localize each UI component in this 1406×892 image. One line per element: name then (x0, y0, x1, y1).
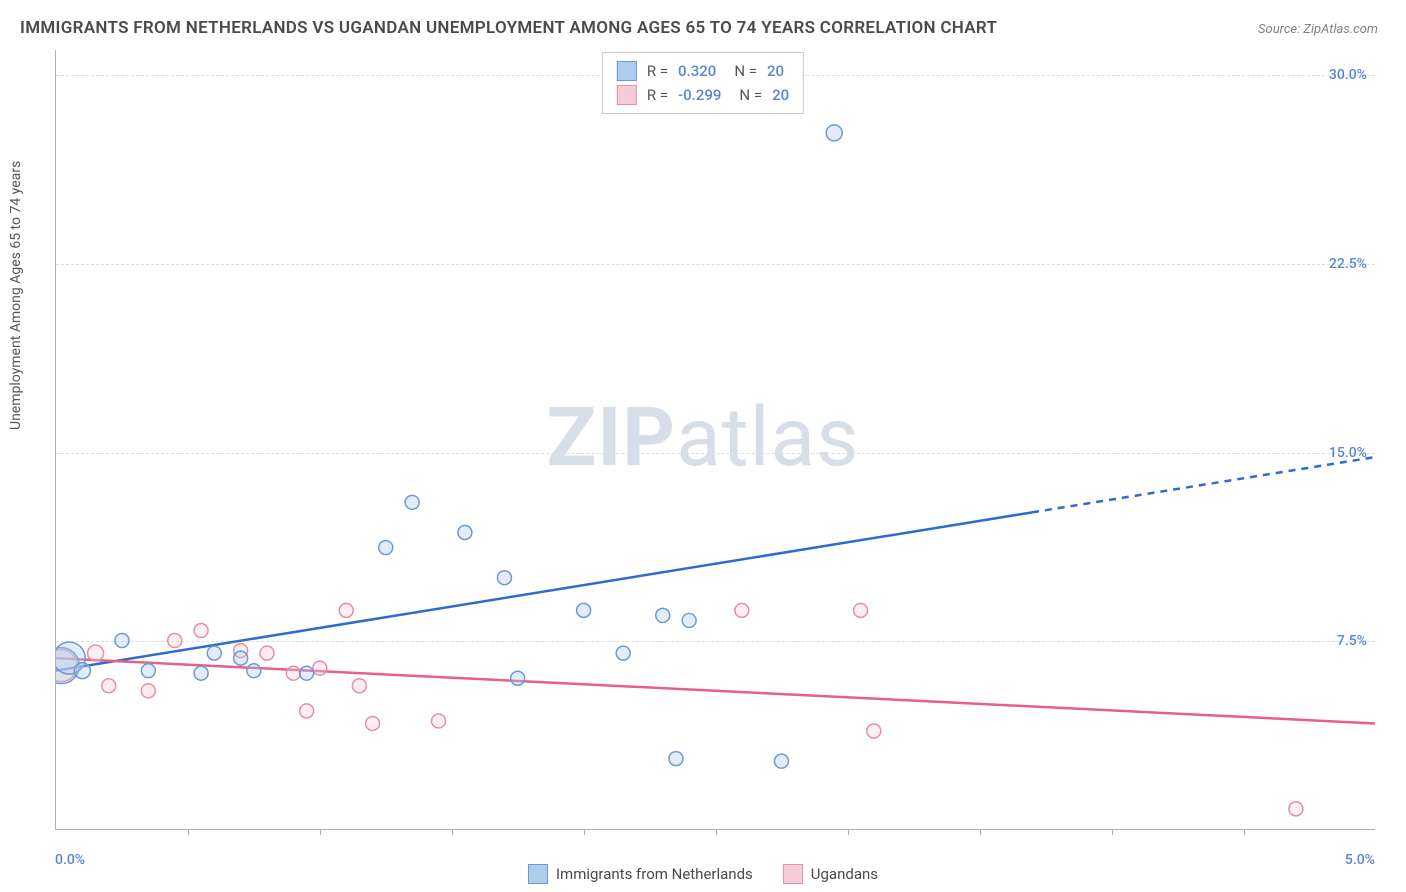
r-label-a: R = (647, 62, 668, 80)
r-value-a: 0.320 (678, 62, 716, 80)
r-label-b: R = (647, 86, 668, 104)
legend-correlation: R = 0.320 N = 20 R = -0.299 N = 20 (602, 52, 804, 114)
x-max-label: 5.0% (1345, 852, 1375, 868)
swatch-a-bottom (528, 864, 548, 884)
n-value-a: 20 (767, 62, 784, 80)
x-tick (1244, 829, 1245, 835)
legend-row-a: R = 0.320 N = 20 (617, 59, 789, 83)
x-tick (320, 829, 321, 835)
plot-area: 7.5%15.0%22.5%30.0% (55, 50, 1375, 830)
n-label-a: N = (734, 62, 757, 80)
legend-item-a: Immigrants from Netherlands (528, 864, 753, 884)
legend-item-b: Ugandans (783, 864, 878, 884)
x-tick (716, 829, 717, 835)
x-min-label: 0.0% (55, 852, 85, 868)
x-tick (980, 829, 981, 835)
swatch-b (617, 85, 637, 105)
x-tick (188, 829, 189, 835)
chart-title: IMMIGRANTS FROM NETHERLANDS VS UGANDAN U… (20, 18, 997, 38)
x-tick (848, 829, 849, 835)
chart-svg (56, 50, 1375, 829)
swatch-a (617, 61, 637, 81)
legend-label-b: Ugandans (811, 865, 878, 883)
legend-row-b: R = -0.299 N = 20 (617, 83, 789, 107)
legend-label-a: Immigrants from Netherlands (556, 865, 753, 883)
x-tick (584, 829, 585, 835)
legend-series: Immigrants from Netherlands Ugandans (528, 864, 878, 884)
x-tick (452, 829, 453, 835)
source-attribution: Source: ZipAtlas.com (1258, 22, 1378, 37)
swatch-b-bottom (783, 864, 803, 884)
r-value-b: -0.299 (678, 86, 721, 104)
n-value-b: 20 (772, 86, 789, 104)
x-tick (1112, 829, 1113, 835)
y-axis-label: Unemployment Among Ages 65 to 74 years (8, 161, 24, 430)
n-label-b: N = (739, 86, 762, 104)
